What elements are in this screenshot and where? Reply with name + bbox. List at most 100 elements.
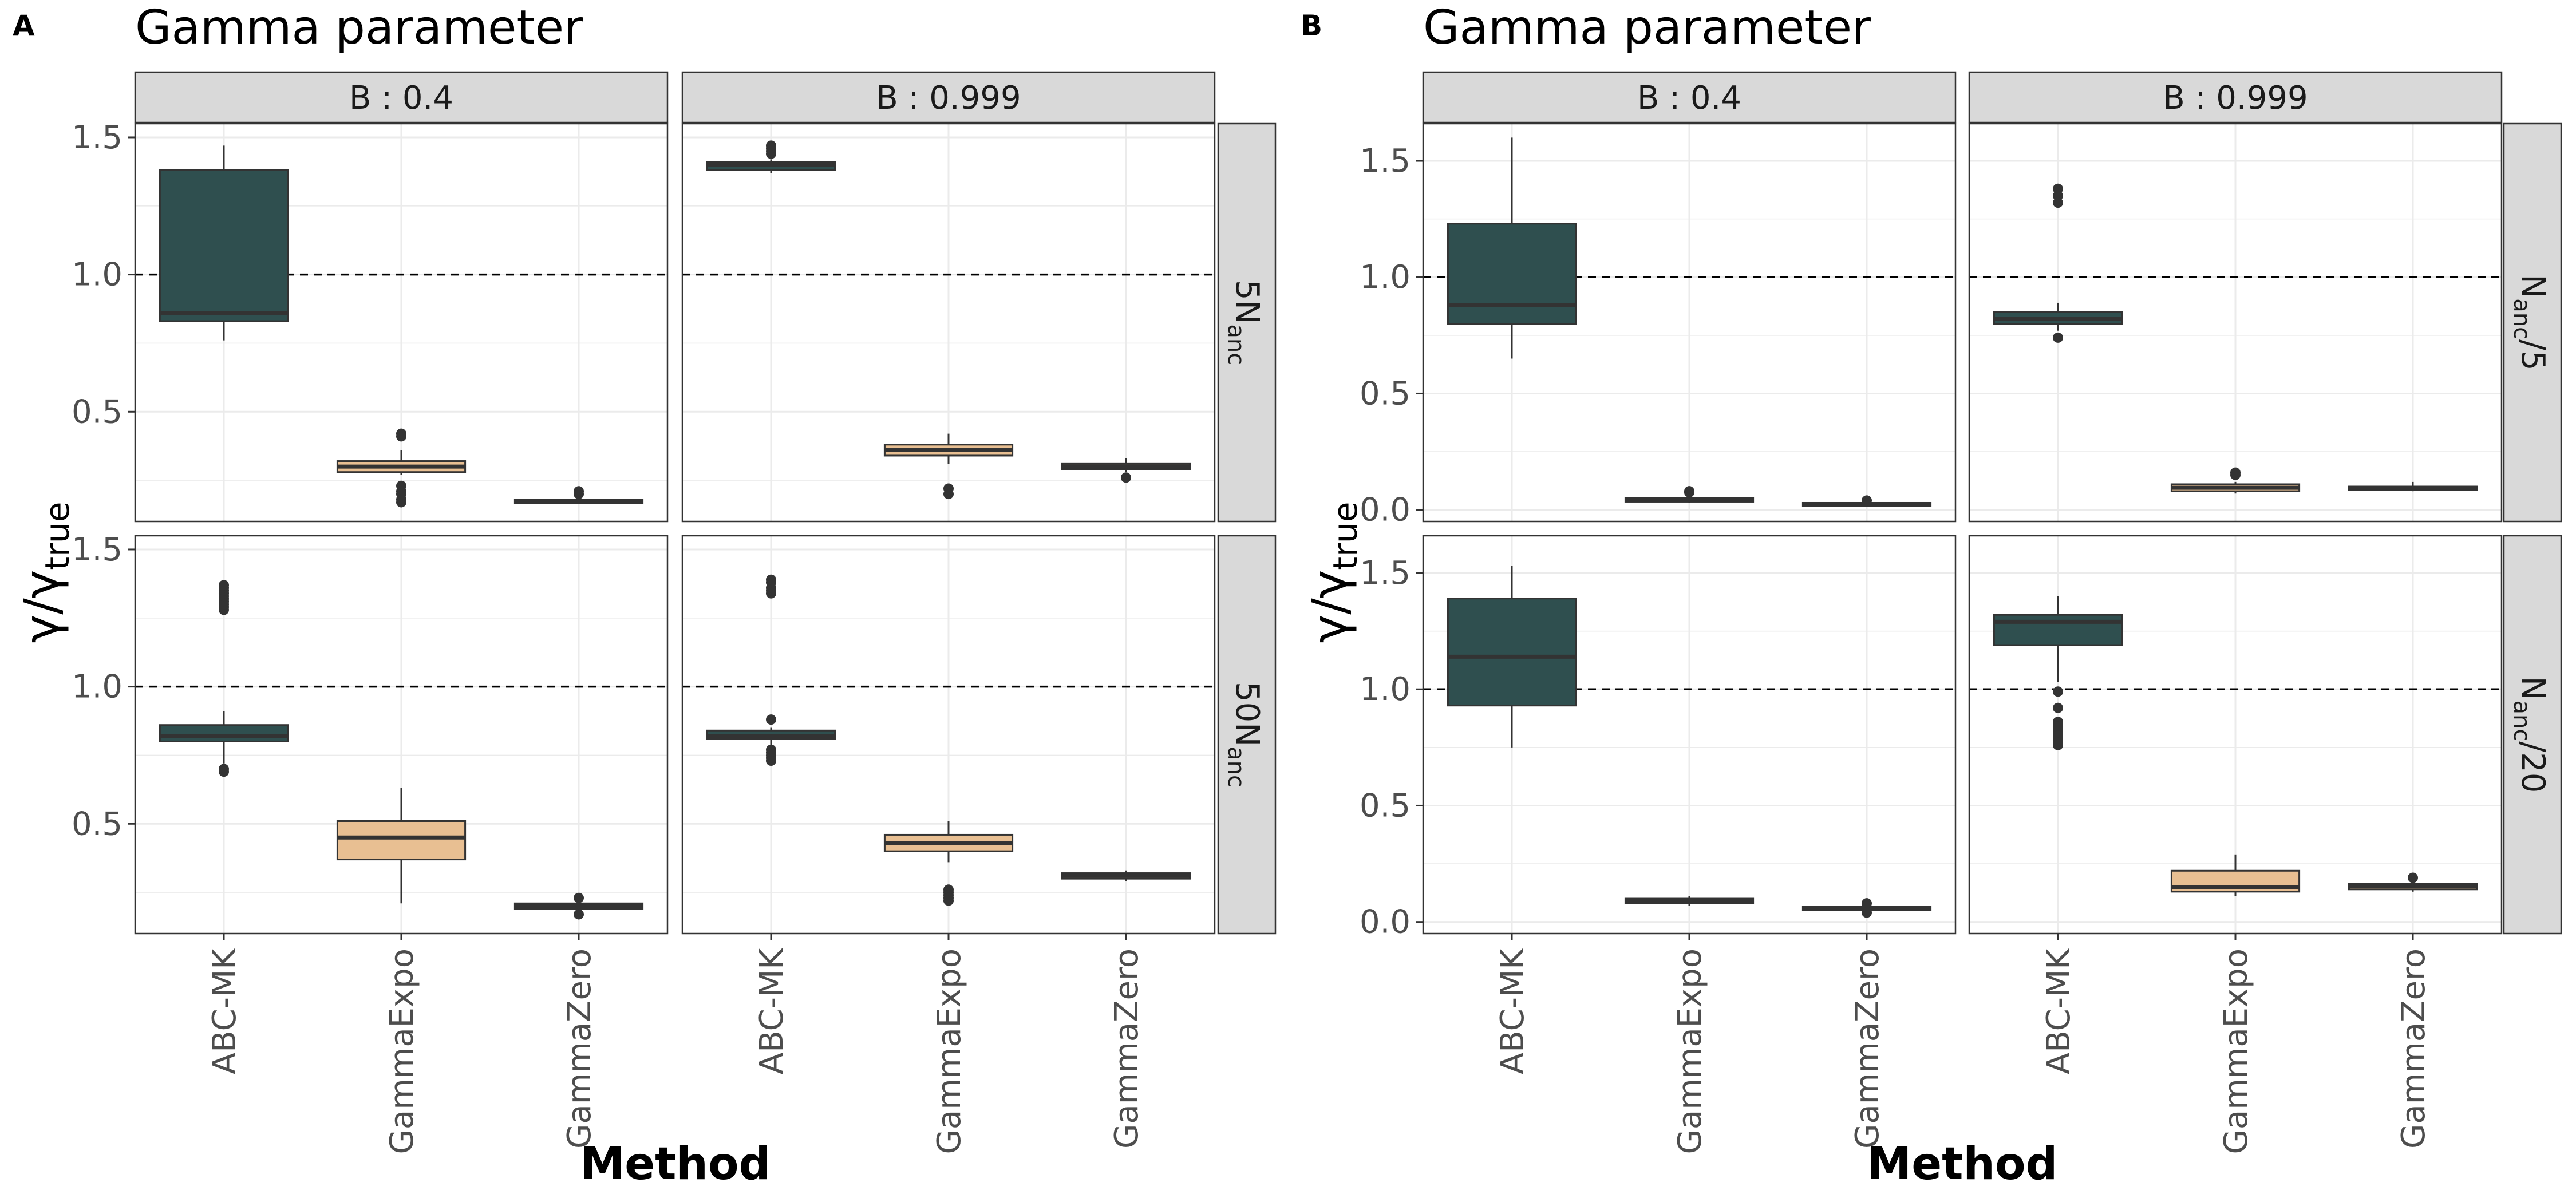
outlier-point	[2053, 332, 2063, 343]
y-tick-label: 0.0	[1360, 492, 1411, 529]
chart-b: B Gamma parameter γ/γtrue Method B : 0.4 B : …	[1301, 1, 2562, 1190]
y-tick-label: 0.0	[1360, 904, 1411, 941]
facet-panel: 0.0 0.5 1.0 1.5	[1360, 122, 1957, 529]
panel-label: A	[13, 9, 35, 42]
row-label-sub: anc	[1223, 746, 1249, 788]
facet-strip-row	[1217, 535, 1277, 935]
x-tick-label: GammaExpo	[2218, 948, 2255, 1154]
y-axis-label: γ/γtrue	[14, 502, 77, 643]
row-label-main: N	[2514, 274, 2551, 298]
outlier-point	[2408, 872, 2418, 883]
y-tick-label: 0.5	[72, 805, 123, 843]
facet-panel: 0.5 1.0 1.5 ABC-MK GammaExpo GammaZero	[72, 531, 669, 1154]
facet-panel: ABC-MK GammaExpo GammaZero	[1968, 535, 2503, 1154]
facet-strip-col	[134, 71, 669, 124]
x-tick-label: GammaZero	[1849, 948, 1886, 1149]
facet-strip-row	[2503, 122, 2562, 523]
facet-strip-row-label: 5Nanc	[1223, 280, 1266, 365]
outlier-point	[1862, 907, 1872, 918]
facet-strip-col	[681, 71, 1216, 124]
facet-strip-col	[1422, 71, 1957, 124]
outlier-point	[2230, 467, 2241, 478]
y-axis-label-sub: true	[38, 502, 77, 570]
chart-title: Gamma parameter	[135, 1, 583, 55]
x-tick-label: ABC-MK	[753, 948, 791, 1074]
row-label-main: 5N	[1228, 280, 1266, 325]
row-label-main: 50N	[1228, 682, 1266, 746]
row-label-sub: anc	[1223, 324, 1249, 365]
outlier-point	[219, 766, 229, 777]
y-tick-label: 1.5	[1360, 555, 1411, 592]
facet-strip-row	[1217, 122, 1277, 523]
chart-title: Gamma parameter	[1423, 1, 1871, 55]
box-abc-mk	[1993, 614, 2123, 646]
facet-strip-row-label: Nanc/5	[2508, 274, 2551, 370]
x-tick-label: ABC-MK	[1494, 948, 1531, 1074]
box-abc-mk	[1447, 598, 1577, 707]
row-label-suffix: /5	[2514, 339, 2551, 371]
facet-border	[1968, 122, 2503, 523]
facet-strip-row	[2503, 535, 2562, 935]
y-axis-label-sub: true	[1326, 502, 1365, 570]
y-tick-label: 0.5	[1360, 375, 1411, 412]
row-label-suffix: /20	[2514, 741, 2551, 793]
outlier-point	[574, 892, 584, 903]
outlier-point	[1862, 495, 1872, 506]
chart-a: A Gamma parameter γ/γtrue Method B : 0.4 B : …	[13, 1, 1277, 1190]
facet-panel: 0.5 1.0 1.5	[72, 119, 669, 523]
box-abc-mk	[159, 169, 289, 322]
x-axis-label: Method	[1867, 1138, 2058, 1190]
panel-label: B	[1301, 9, 1322, 42]
facet-strip-label: B : 0.999	[2163, 80, 2308, 117]
outlier-point	[574, 486, 584, 497]
outlier-point	[1862, 898, 1872, 909]
y-axis-label-main: γ/γ	[14, 570, 70, 643]
row-label-main: N	[2514, 677, 2551, 701]
x-tick-label: GammaZero	[2395, 948, 2432, 1149]
facet-border	[134, 122, 669, 523]
x-tick-label: GammaExpo	[1672, 948, 1709, 1154]
outlier-point	[943, 489, 954, 500]
y-tick-label: 1.0	[72, 256, 123, 294]
facet-border	[681, 122, 1216, 523]
outlier-point	[2053, 740, 2063, 750]
y-tick-label: 1.5	[72, 119, 123, 156]
outlier-point	[396, 428, 406, 439]
row-label-sub: anc	[2508, 700, 2535, 741]
outlier-point	[1121, 472, 1131, 483]
y-tick-label: 1.0	[1360, 259, 1411, 296]
row-label-sub: anc	[2508, 298, 2535, 339]
facet-strip-label: B : 0.4	[349, 80, 453, 117]
facet-panel	[681, 122, 1216, 523]
y-axis-label-main: γ/γ	[1302, 570, 1358, 643]
facet-panel: ABC-MK GammaExpo GammaZero	[681, 535, 1216, 1154]
outlier-point	[766, 140, 776, 151]
x-tick-label: GammaExpo	[931, 948, 968, 1154]
facet-border	[1422, 122, 1957, 523]
facet-strip-row-label: Nanc/20	[2508, 677, 2551, 793]
outlier-point	[2053, 702, 2063, 713]
y-tick-label: 1.5	[1360, 143, 1411, 180]
outlier-point	[766, 714, 776, 725]
y-tick-label: 0.5	[72, 393, 123, 430]
outlier-point	[943, 895, 954, 906]
x-tick-label: GammaZero	[561, 948, 598, 1149]
box-abc-mk	[1447, 223, 1577, 325]
x-axis-label: Method	[580, 1138, 771, 1190]
x-tick-label: GammaZero	[1108, 948, 1145, 1149]
facet-panel	[1968, 122, 2503, 523]
outlier-point	[396, 497, 406, 508]
facet-strip-col	[1968, 71, 2503, 124]
y-tick-label: 1.0	[1360, 671, 1411, 708]
y-tick-label: 1.5	[72, 531, 123, 568]
facet-strip-label: B : 0.999	[876, 80, 1021, 117]
outlier-point	[1684, 486, 1694, 497]
outlier-point	[2053, 197, 2063, 208]
facet-strip-row-label: 50Nanc	[1223, 682, 1266, 788]
outlier-point	[766, 756, 776, 766]
y-tick-label: 1.0	[72, 669, 123, 706]
box-abc-mk	[159, 724, 289, 742]
box-gammaexpo	[336, 820, 467, 861]
facet-panel: 0.0 0.5 1.0 1.5 ABC-MK GammaExpo GammaZero	[1360, 535, 1957, 1154]
